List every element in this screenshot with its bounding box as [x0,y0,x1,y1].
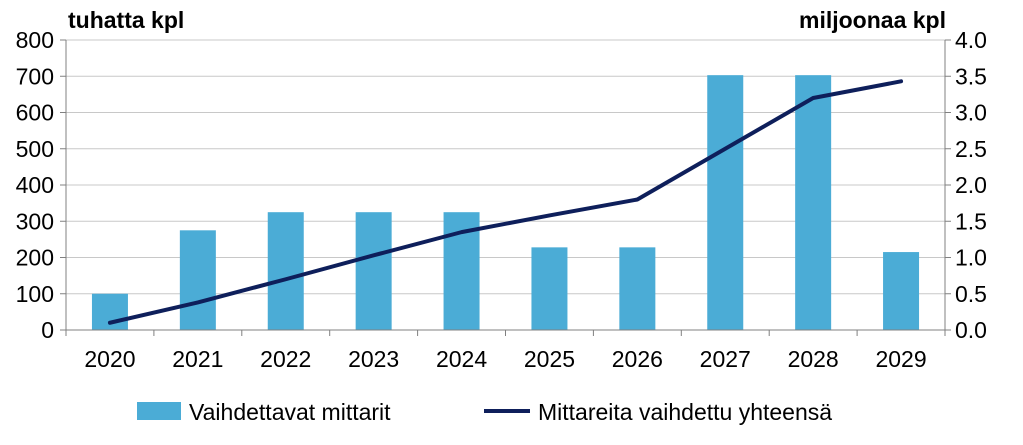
x-axis-tick-label: 2023 [348,346,399,372]
bar-series [91,75,920,330]
bar [883,252,920,330]
left-axis-tick-label: 0 [41,317,54,343]
x-axis-tick-label: 2028 [788,346,839,372]
right-axis-tick-label: 3.0 [955,100,987,126]
right-axis-tick-label: 2.0 [955,172,987,198]
x-axis-tick-label: 2022 [260,346,311,372]
line-point [635,198,639,201]
legend-bar-swatch [137,402,181,420]
line-point [372,253,376,257]
left-axis-tick-label: 700 [16,63,54,89]
line-point [108,321,112,325]
line-point [723,147,727,151]
left-axis-unit-label: tuhatta kpl [68,7,184,33]
bar [795,75,832,330]
bar [355,212,392,330]
left-axis-tick-label: 600 [16,100,54,126]
left-axis-tick-label: 400 [16,172,54,198]
legend-bar-label: Vaihdettavat mittarit [189,399,391,425]
x-axis-tick-label: 2024 [436,346,487,372]
line-point [284,277,288,281]
left-axis-tick-label: 200 [16,245,54,271]
x-axis-tick-label: 2026 [612,346,663,372]
right-axis-tick-label: 0.0 [955,317,987,343]
line-series [107,79,904,325]
right-axis-unit-label: miljoonaa kpl [799,7,946,33]
line-point [460,230,464,234]
right-axis-tick-label: 1.0 [955,245,987,271]
bar [179,230,216,330]
x-axis-tick-label: 2021 [172,346,223,372]
x-axis-tick-label: 2025 [524,346,575,372]
legend-line-label: Mittareita vaihdettu yhteensä [538,399,832,425]
right-axis-tick-label: 2.5 [955,136,987,162]
left-axis-tick-label: 500 [16,136,54,162]
right-axis-tick-label: 4.0 [955,27,987,53]
bar [531,247,568,330]
right-axis-tick-label: 1.5 [955,208,987,234]
legend: Vaihdettavat mittarit Mittareita vaihdet… [137,399,832,425]
bar [619,247,656,330]
right-axis-tick-label: 0.5 [955,281,987,307]
line-point [899,79,903,83]
x-axis-tick-label: 2029 [875,346,926,372]
x-axis-tick-label: 2027 [700,346,751,372]
line-point [811,96,815,100]
left-axis-tick-label: 100 [16,281,54,307]
bar [267,212,304,330]
right-axis-tick-label: 3.5 [955,63,987,89]
axes: 0 100 200 300 400 500 600 700 800 0.0 0.5 1.0 1.5 2.0… [16,27,987,372]
series-line [107,79,904,325]
bar [707,75,744,330]
x-axis-tick-label: 2020 [84,346,135,372]
left-axis-tick-label: 800 [16,27,54,53]
line-point [196,300,200,304]
line-point [547,213,551,217]
left-axis-tick-label: 300 [16,208,54,234]
